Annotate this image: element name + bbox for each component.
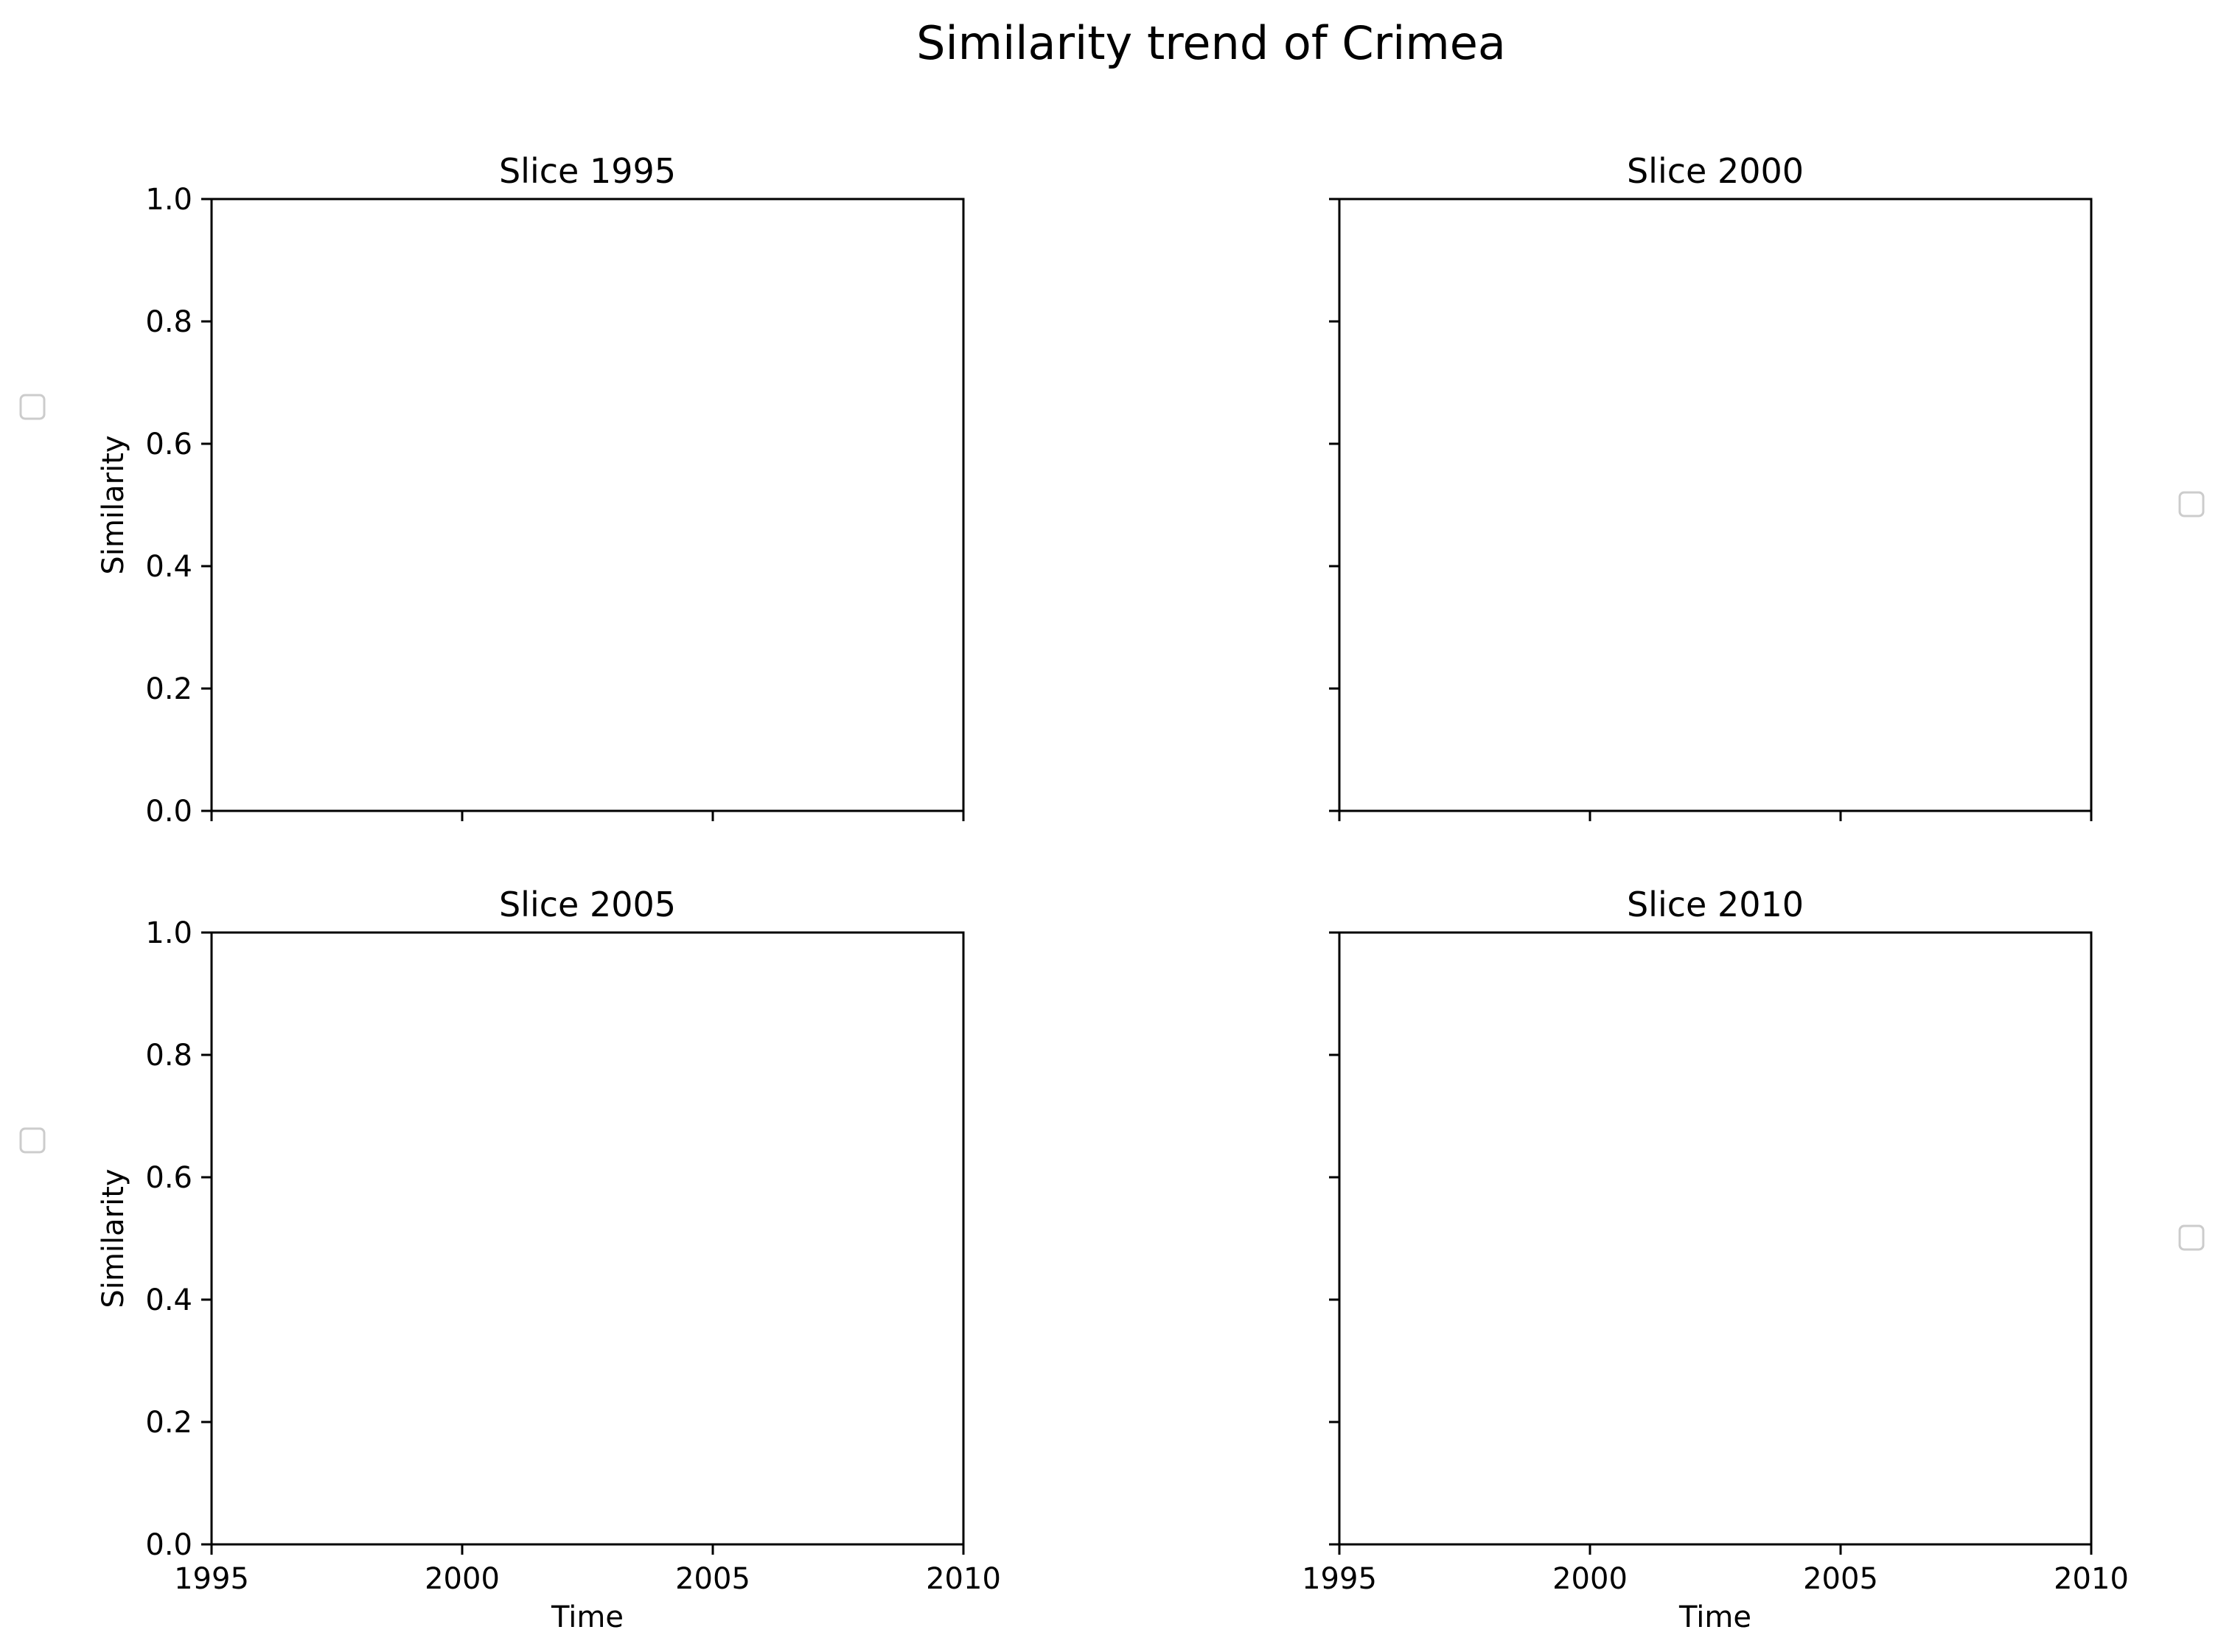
x-tick-label: 2000 <box>425 1562 500 1596</box>
chart-title: Similarity trend of Crimea <box>916 16 1506 70</box>
x-tick-label: 1995 <box>174 1562 249 1596</box>
legend-box <box>19 1127 46 1154</box>
y-tick-label: 0.8 <box>145 1039 192 1073</box>
legend-box <box>19 394 46 420</box>
y-tick-label: 0.6 <box>145 428 192 461</box>
subplot-3: Slice 2005 1995 2000 2005 2010 0.0 0.2 0.4 0.6 0.… <box>19 885 1001 1634</box>
plot-area <box>1338 198 2093 812</box>
y-tick-label: 0.0 <box>145 795 192 829</box>
legend-box <box>2178 491 2205 517</box>
y-tick-label: 0.6 <box>145 1161 192 1195</box>
x-tick-label: 2000 <box>1552 1562 1628 1596</box>
y-tick-label: 0.2 <box>145 1406 192 1440</box>
x-tick-label: 2010 <box>926 1562 1001 1596</box>
y-tick-label: 0.4 <box>145 1283 192 1317</box>
y-tick-label: 0.4 <box>145 550 192 584</box>
plot-area <box>1338 931 2093 1546</box>
plot-area <box>210 198 965 812</box>
x-tick-label: 2010 <box>2054 1562 2129 1596</box>
x-axis-label: Time <box>551 1600 624 1634</box>
y-axis-label: Similarity <box>97 435 130 574</box>
panel-title: Slice 2000 <box>1627 151 1804 191</box>
x-axis-label: Time <box>1678 1600 1751 1634</box>
y-axis-label: Similarity <box>97 1168 130 1308</box>
y-tick-label: 1.0 <box>145 916 192 950</box>
panel-title: Slice 2005 <box>499 885 676 924</box>
x-tick-label: 2005 <box>1803 1562 1878 1596</box>
x-tick-label: 1995 <box>1302 1562 1377 1596</box>
x-tick-label: 2005 <box>675 1562 750 1596</box>
panel-title: Slice 2010 <box>1627 885 1804 924</box>
plot-area <box>210 931 965 1546</box>
subplot-1: Slice 1995 0.0 0.2 0.4 0.6 0.8 1.0 Similarity <box>19 151 965 829</box>
y-tick-label: 0.2 <box>145 672 192 706</box>
panel-title: Slice 1995 <box>499 151 676 191</box>
legend-box <box>2178 1224 2205 1251</box>
y-tick-label: 0.8 <box>145 305 192 339</box>
y-tick-label: 0.0 <box>145 1528 192 1562</box>
subplots-grid: Slice 19950.00.20.40.60.81.0SimilaritySl… <box>19 151 2205 1634</box>
y-tick-label: 1.0 <box>145 183 192 217</box>
subplot-2: Slice 2000 <box>1329 151 2205 821</box>
subplot-4: Slice 2010 1995 2000 2005 2010 Time <box>1302 885 2205 1634</box>
